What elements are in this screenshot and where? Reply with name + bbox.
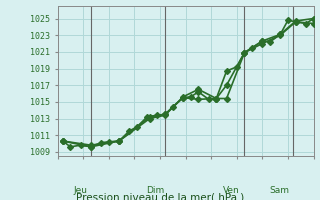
Text: Sam: Sam <box>270 186 290 195</box>
Text: Jeu: Jeu <box>74 186 88 195</box>
Text: Ven: Ven <box>223 186 239 195</box>
Text: Dim: Dim <box>146 186 164 195</box>
Text: Pression niveau de la mer( hPa ): Pression niveau de la mer( hPa ) <box>76 192 244 200</box>
